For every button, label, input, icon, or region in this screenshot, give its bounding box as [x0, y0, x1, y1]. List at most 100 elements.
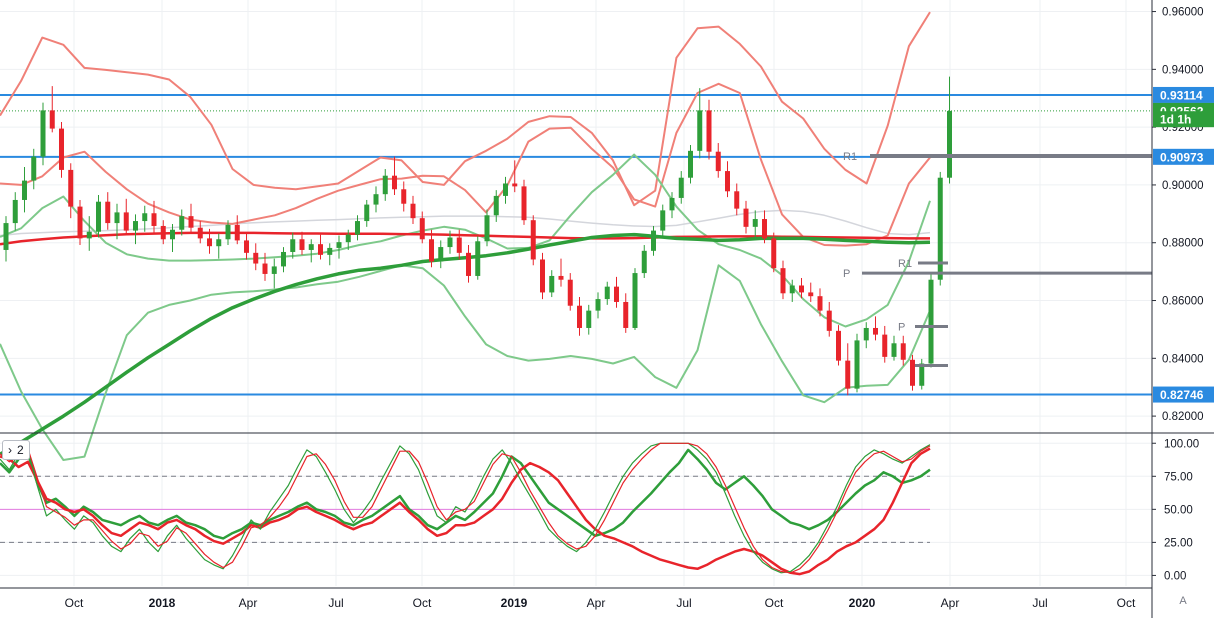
candle-body [521, 186, 527, 221]
candle-body [484, 215, 490, 242]
candle-body [3, 223, 9, 250]
candle-body [799, 285, 804, 293]
candle-body [549, 275, 555, 293]
candle-body [281, 251, 286, 267]
time-axis-label: Oct [1117, 596, 1136, 610]
candle-body [734, 191, 740, 209]
candle-body [586, 310, 592, 328]
price-tick-label: 0.84000 [1162, 353, 1204, 365]
candle-body [752, 219, 758, 227]
price-tick-label: 0.94000 [1162, 64, 1204, 76]
time-axis-label: Oct [65, 596, 84, 610]
candle-body [234, 224, 240, 241]
candle-body [68, 169, 74, 207]
candle-body [540, 259, 545, 293]
auto-scale-button[interactable]: A [1179, 595, 1187, 607]
candle-body [493, 195, 499, 216]
candle-body [854, 340, 860, 389]
candle-body [558, 275, 564, 280]
candle-body [891, 343, 897, 357]
candle-body [466, 252, 471, 276]
pivot-level-label: P [843, 268, 850, 280]
pane-count: 2 [17, 443, 24, 457]
price-tag [1153, 148, 1214, 165]
candle-body [410, 203, 416, 219]
candle-body [632, 273, 638, 328]
candle-body [475, 241, 481, 276]
candle-body [355, 221, 360, 235]
candle-body [789, 285, 795, 294]
candle-body [780, 268, 786, 294]
candle-body [706, 110, 712, 152]
candle-body [392, 175, 397, 190]
pivot-level-label: P [898, 322, 905, 334]
candle-body [614, 286, 619, 302]
candle-body [133, 221, 138, 231]
candle-body [327, 247, 333, 255]
pane-toggle-button[interactable]: › 2 [2, 440, 30, 460]
candle-body [336, 242, 342, 248]
candle-body [96, 201, 101, 232]
time-axis-label: Oct [413, 596, 432, 610]
oscillator-tick-label: 75.00 [1164, 471, 1193, 483]
candle-body [530, 220, 536, 260]
candle-body [447, 237, 453, 248]
bollinger-bands [0, 11, 931, 461]
candle-body [207, 238, 212, 247]
bollinger-green-upper [0, 153, 931, 328]
candles [3, 76, 952, 396]
candle-body [216, 239, 222, 247]
candle-body [290, 239, 296, 252]
candle-body [22, 180, 27, 200]
candle-body [947, 110, 952, 178]
candle-body [142, 213, 148, 222]
candle-body [244, 240, 249, 253]
price-tick-label: 0.90000 [1162, 180, 1204, 192]
horizontal-lines [0, 93, 1152, 396]
price-tick-label: 0.88000 [1162, 238, 1204, 250]
time-axis-label: 2018 [149, 596, 176, 610]
candle-body [114, 212, 120, 224]
candle-body [845, 360, 851, 389]
time-axis-label: Apr [941, 596, 960, 610]
candle-body [863, 327, 869, 341]
candle-body [299, 239, 305, 250]
candle-body [160, 225, 166, 240]
candle-body [910, 359, 915, 386]
candle-body [429, 239, 434, 262]
candle-body [86, 231, 92, 239]
grid [0, 0, 1152, 586]
chevron-right-icon: › [8, 443, 12, 457]
price-tick-label: 0.82000 [1162, 411, 1204, 423]
candle-body [762, 219, 767, 239]
candle-body [623, 301, 629, 328]
pivot-levels: R1 P R1 P [843, 151, 1152, 368]
candle-body [59, 128, 64, 170]
oscillator-pane [0, 442, 931, 576]
candle-body [318, 244, 323, 255]
candle-body [937, 177, 943, 280]
price-tick-label: 0.86000 [1162, 296, 1204, 308]
candle-body [253, 252, 259, 264]
candle-body [577, 305, 582, 328]
candle-body [12, 199, 18, 224]
candle-body [345, 234, 351, 243]
candle-body [817, 296, 823, 311]
bollinger-red-upper [0, 11, 931, 207]
candle-body [271, 266, 277, 274]
candle-body [725, 171, 730, 192]
price-tag [1153, 86, 1214, 103]
candle-body [715, 151, 721, 172]
candle-body [669, 197, 675, 211]
time-axis-label: Jul [328, 596, 343, 610]
candle-body [262, 263, 268, 274]
candle-body [151, 213, 157, 226]
candle-body [123, 212, 129, 231]
candle-body [697, 110, 703, 151]
candle-body [928, 279, 934, 364]
bollinger-green-lower [0, 264, 931, 461]
candle-body [743, 208, 749, 227]
